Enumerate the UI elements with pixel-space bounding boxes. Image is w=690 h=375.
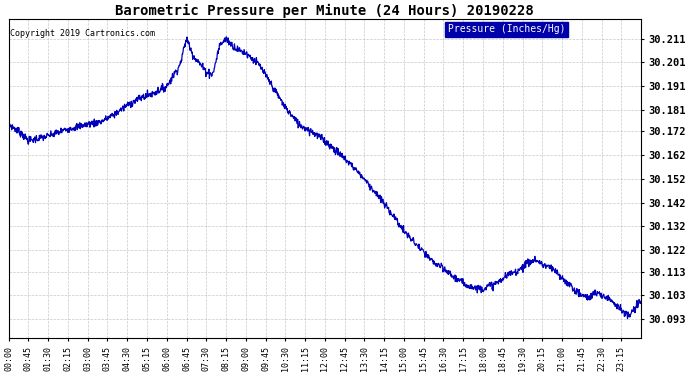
Title: Barometric Pressure per Minute (24 Hours) 20190228: Barometric Pressure per Minute (24 Hours… <box>115 4 534 18</box>
Text: Pressure (Inches/Hg): Pressure (Inches/Hg) <box>448 24 565 34</box>
Text: Copyright 2019 Cartronics.com: Copyright 2019 Cartronics.com <box>10 29 155 38</box>
